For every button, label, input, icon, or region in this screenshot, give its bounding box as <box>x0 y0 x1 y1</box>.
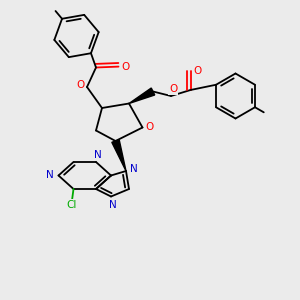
Text: N: N <box>109 200 116 210</box>
Text: Cl: Cl <box>67 200 77 210</box>
Text: N: N <box>46 170 54 181</box>
Text: N: N <box>130 164 138 175</box>
Text: O: O <box>193 65 201 76</box>
Text: O: O <box>121 61 130 72</box>
Text: O: O <box>145 122 153 133</box>
Text: O: O <box>169 84 177 94</box>
Text: O: O <box>76 80 85 90</box>
Polygon shape <box>129 88 155 103</box>
Polygon shape <box>112 140 126 171</box>
Text: N: N <box>94 149 101 160</box>
